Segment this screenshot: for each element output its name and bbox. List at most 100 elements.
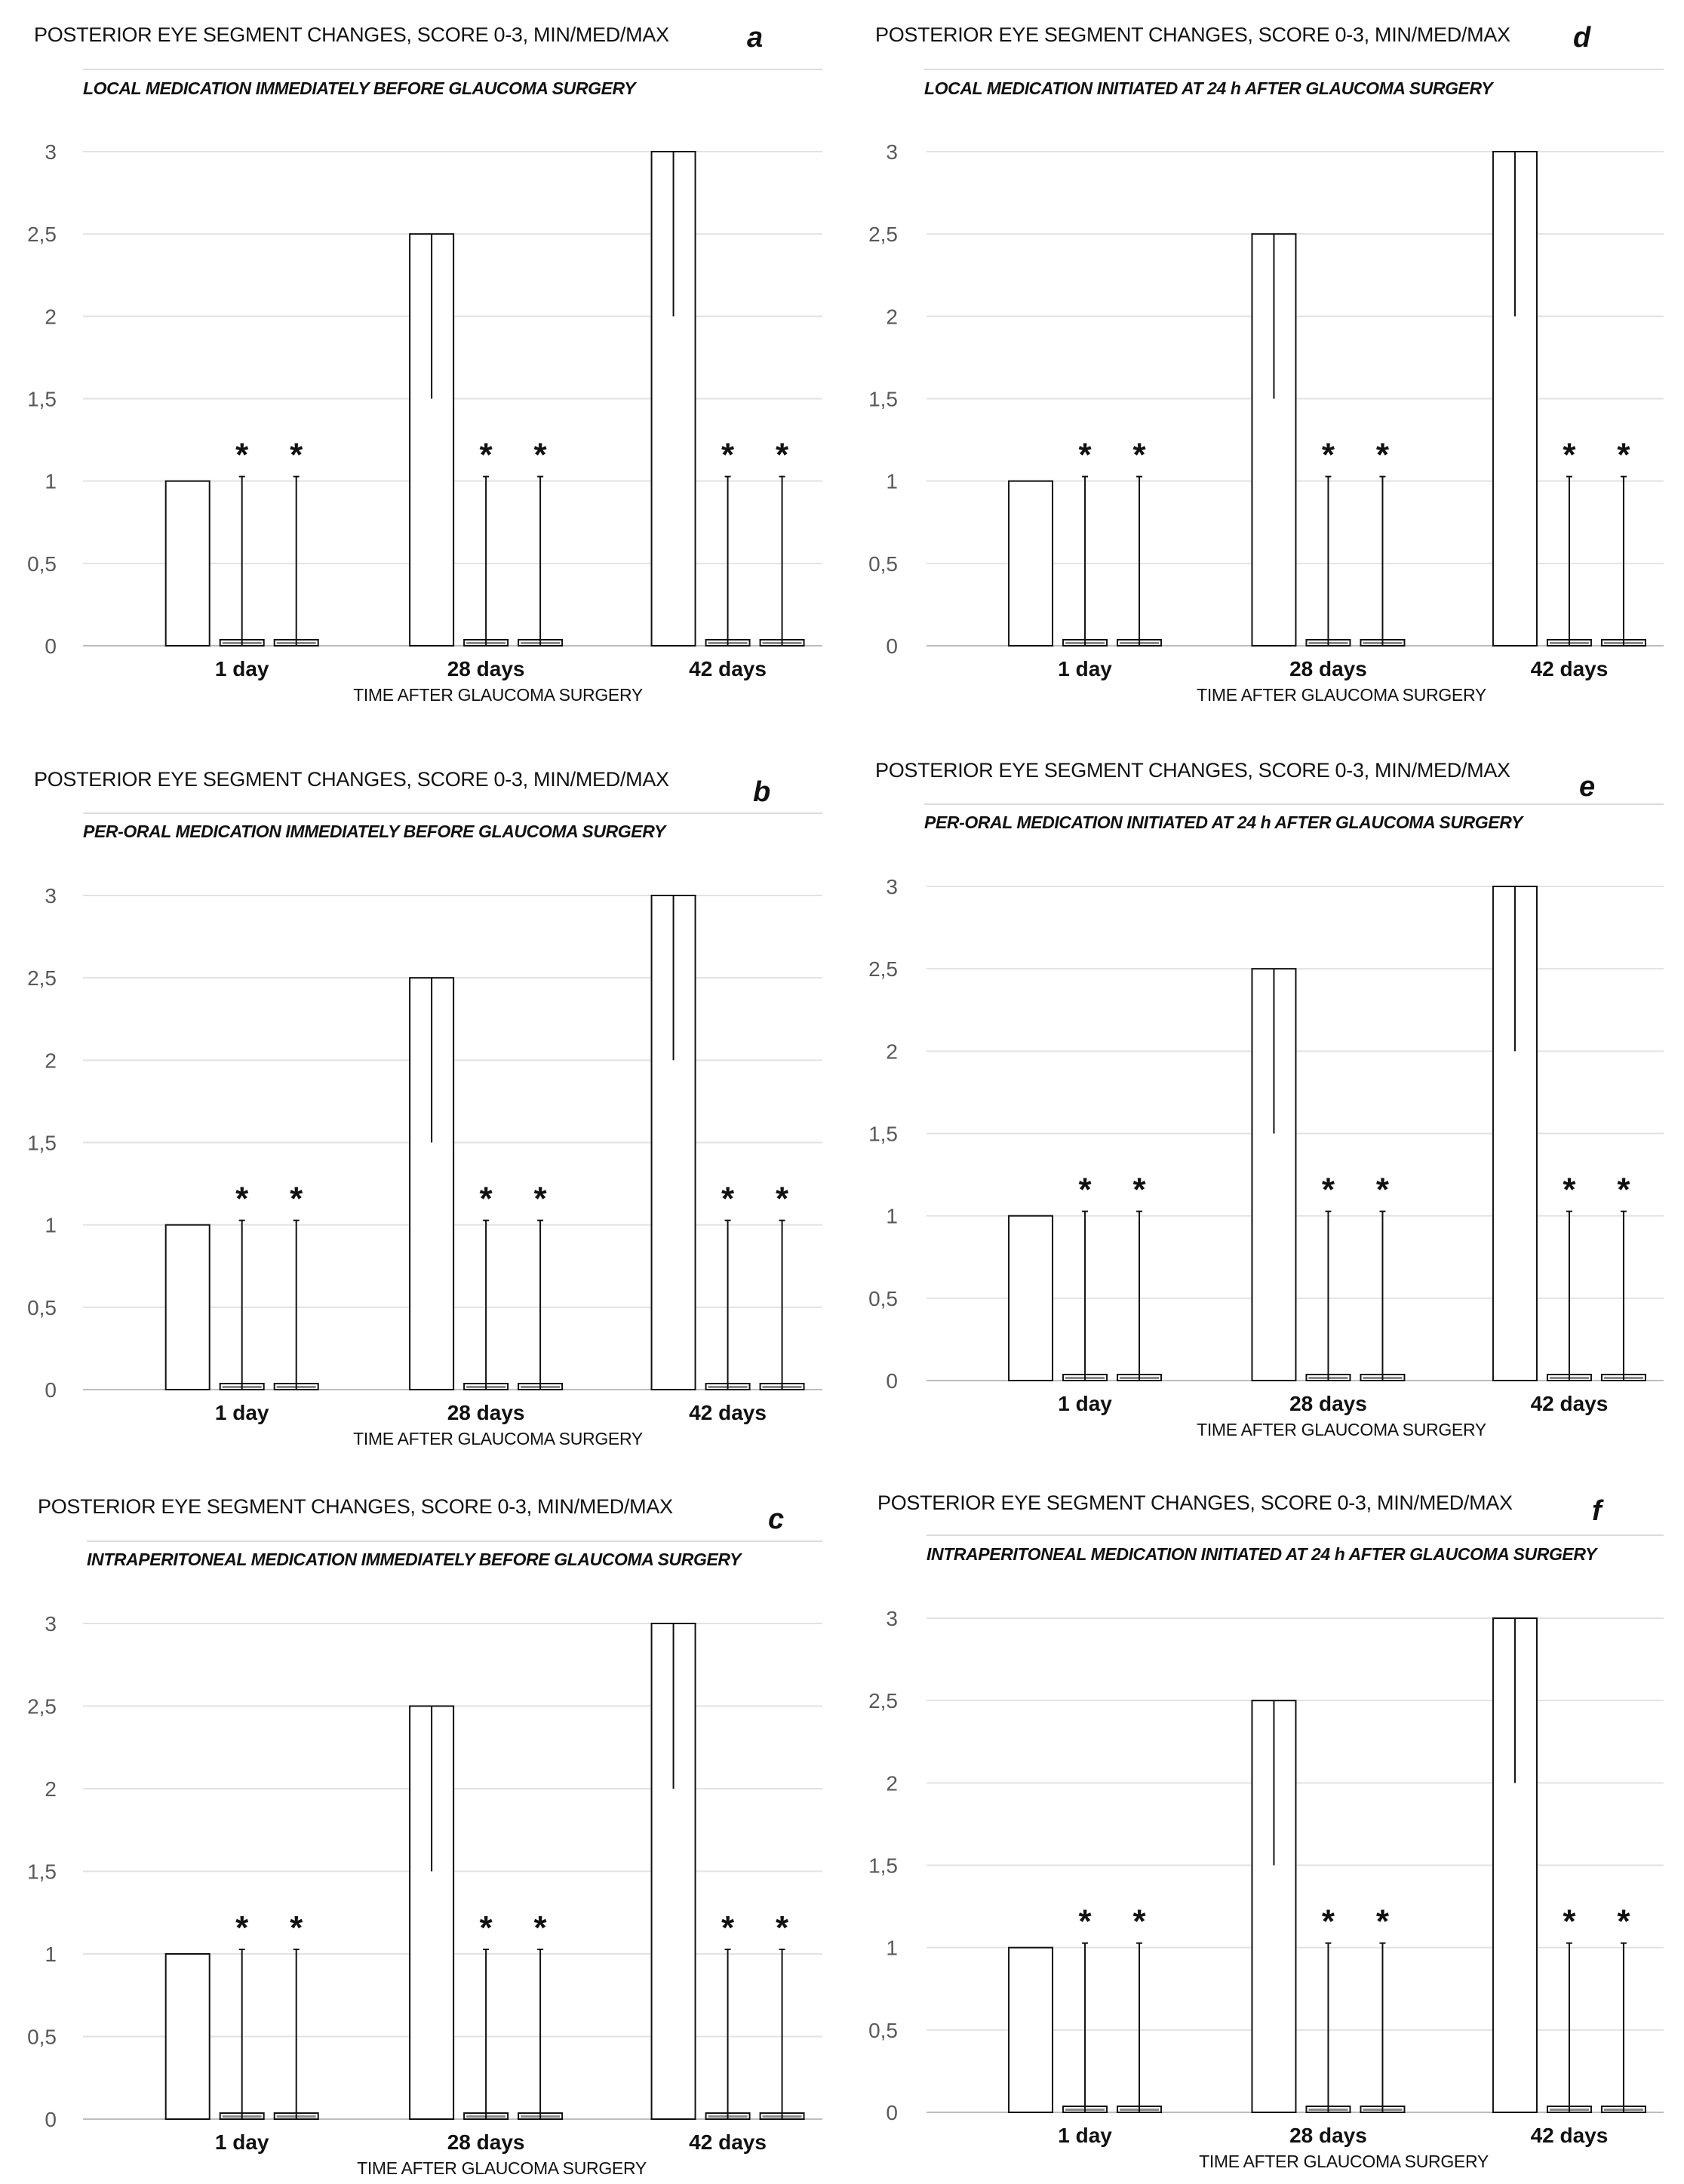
y-tick-label: 0 [886, 634, 898, 658]
chart-title: POSTERIOR EYE SEGMENT CHANGES, SCORE 0-3… [34, 768, 669, 791]
y-tick-label: 1 [886, 1205, 898, 1228]
chart-subtitle: PER-ORAL MEDICATION INITIATED AT 24 h AF… [924, 812, 1525, 832]
y-tick-label: 2 [886, 305, 898, 328]
x-category-label: 1 day [1058, 1392, 1112, 1415]
y-tick-label: 2 [45, 305, 57, 328]
bar-control-1-day [1008, 480, 1054, 647]
y-tick-label: 1,5 [27, 388, 57, 411]
x-category-label: 42 days [1531, 1392, 1609, 1415]
chart-subtitle: INTRAPERITONEAL MEDICATION INITIATED AT … [927, 1544, 1599, 1564]
chart-panel-b: POSTERIOR EYE SEGMENT CHANGES, SCORE 0-3… [27, 768, 822, 1448]
y-tick-label: 3 [886, 1607, 898, 1630]
significance-marker: * [480, 1909, 493, 1946]
bar-control-1-day [164, 480, 210, 647]
y-tick-label: 0 [45, 1378, 57, 1402]
significance-marker: * [480, 1181, 493, 1218]
significance-marker: * [776, 1909, 789, 1946]
y-tick-label: 0,5 [868, 552, 898, 576]
chart-title: POSTERIOR EYE SEGMENT CHANGES, SCORE 0-3… [38, 1495, 673, 1518]
x-category-label: 42 days [1531, 2124, 1609, 2147]
significance-marker: * [1132, 1903, 1146, 1940]
x-category-label: 42 days [689, 2130, 767, 2154]
x-category-label: 42 days [1531, 657, 1609, 680]
y-tick-label: 1 [45, 1214, 57, 1237]
significance-marker: * [1563, 1903, 1576, 1940]
significance-marker: * [235, 1181, 249, 1218]
bar-control-1-day [164, 1953, 210, 2120]
y-tick-label: 2,5 [868, 957, 898, 981]
significance-marker: * [1322, 437, 1335, 474]
significance-marker: * [480, 437, 493, 474]
significance-marker: * [1617, 437, 1630, 474]
y-tick-label: 1,5 [27, 1132, 57, 1155]
significance-marker: * [534, 437, 548, 474]
x-axis-title: TIME AFTER GLAUCOMA SURGERY [1197, 1420, 1486, 1439]
significance-marker: * [1132, 1172, 1146, 1209]
significance-marker: * [1376, 1172, 1390, 1209]
x-category-label: 28 days [1289, 2124, 1367, 2147]
significance-marker: * [721, 1909, 735, 1946]
y-tick-label: 0 [45, 2108, 57, 2131]
y-tick-label: 1,5 [868, 1854, 898, 1878]
chart-panel-a: POSTERIOR EYE SEGMENT CHANGES, SCORE 0-3… [27, 22, 822, 705]
significance-marker: * [776, 1181, 789, 1218]
x-category-label: 1 day [215, 1401, 269, 1424]
y-tick-label: 1 [886, 1937, 898, 1960]
x-axis-title: TIME AFTER GLAUCOMA SURGERY [1199, 2152, 1489, 2171]
x-category-label: 1 day [215, 657, 269, 680]
y-tick-label: 2,5 [27, 223, 57, 246]
y-tick-label: 2,5 [27, 1695, 57, 1719]
y-tick-label: 0 [886, 2101, 898, 2124]
chart-title: POSTERIOR EYE SEGMENT CHANGES, SCORE 0-3… [875, 759, 1510, 782]
bar-control-1-day [1008, 1946, 1054, 2114]
chart-subtitle: INTRAPERITONEAL MEDICATION IMMEDIATELY B… [87, 1550, 743, 1569]
bar-control-1-day [164, 1224, 210, 1390]
y-tick-label: 0 [45, 634, 57, 658]
x-category-label: 28 days [447, 2130, 525, 2154]
significance-marker: * [1322, 1172, 1335, 1209]
panel-letter: f [1592, 1495, 1604, 1527]
x-category-label: 1 day [1058, 2124, 1112, 2147]
significance-marker: * [1563, 437, 1576, 474]
y-tick-label: 2,5 [27, 966, 57, 990]
x-axis-title: TIME AFTER GLAUCOMA SURGERY [357, 2158, 647, 2178]
y-tick-label: 0,5 [27, 552, 57, 576]
chart-panel-d: POSTERIOR EYE SEGMENT CHANGES, SCORE 0-3… [868, 22, 1664, 705]
chart-panel-f: POSTERIOR EYE SEGMENT CHANGES, SCORE 0-3… [868, 1491, 1664, 2171]
significance-marker: * [290, 1909, 303, 1946]
chart-panel-c: POSTERIOR EYE SEGMENT CHANGES, SCORE 0-3… [27, 1495, 822, 2178]
y-tick-label: 3 [45, 140, 57, 164]
chart-subtitle: PER-ORAL MEDICATION IMMEDIATELY BEFORE G… [83, 822, 668, 841]
y-tick-label: 3 [45, 1612, 57, 1636]
significance-marker: * [1322, 1903, 1335, 1940]
chart-title: POSTERIOR EYE SEGMENT CHANGES, SCORE 0-3… [877, 1491, 1513, 1514]
y-tick-label: 1 [45, 1943, 57, 1966]
chart-title: POSTERIOR EYE SEGMENT CHANGES, SCORE 0-3… [34, 23, 669, 46]
y-tick-label: 2 [886, 1771, 898, 1795]
chart-panel-e: POSTERIOR EYE SEGMENT CHANGES, SCORE 0-3… [868, 759, 1664, 1439]
significance-marker: * [1078, 437, 1092, 474]
x-category-label: 28 days [447, 657, 525, 680]
x-category-label: 42 days [689, 1401, 767, 1424]
y-tick-label: 3 [886, 875, 898, 898]
panel-letter: a [747, 22, 763, 54]
significance-marker: * [290, 1181, 303, 1218]
y-tick-label: 2 [886, 1040, 898, 1063]
y-tick-label: 0,5 [27, 2026, 57, 2049]
chart-title: POSTERIOR EYE SEGMENT CHANGES, SCORE 0-3… [875, 23, 1510, 46]
significance-marker: * [721, 437, 735, 474]
panel-letter: b [753, 776, 770, 808]
significance-marker: * [1376, 437, 1390, 474]
panel-letter: e [1579, 771, 1595, 803]
x-axis-title: TIME AFTER GLAUCOMA SURGERY [353, 685, 643, 705]
x-category-label: 1 day [1058, 657, 1112, 680]
x-category-label: 28 days [1289, 657, 1367, 680]
significance-marker: * [235, 437, 249, 474]
y-tick-label: 1,5 [27, 1860, 57, 1884]
significance-marker: * [1376, 1903, 1390, 1940]
y-tick-label: 2,5 [868, 1689, 898, 1712]
x-category-label: 28 days [1289, 1392, 1367, 1415]
y-tick-label: 0,5 [27, 1296, 57, 1319]
